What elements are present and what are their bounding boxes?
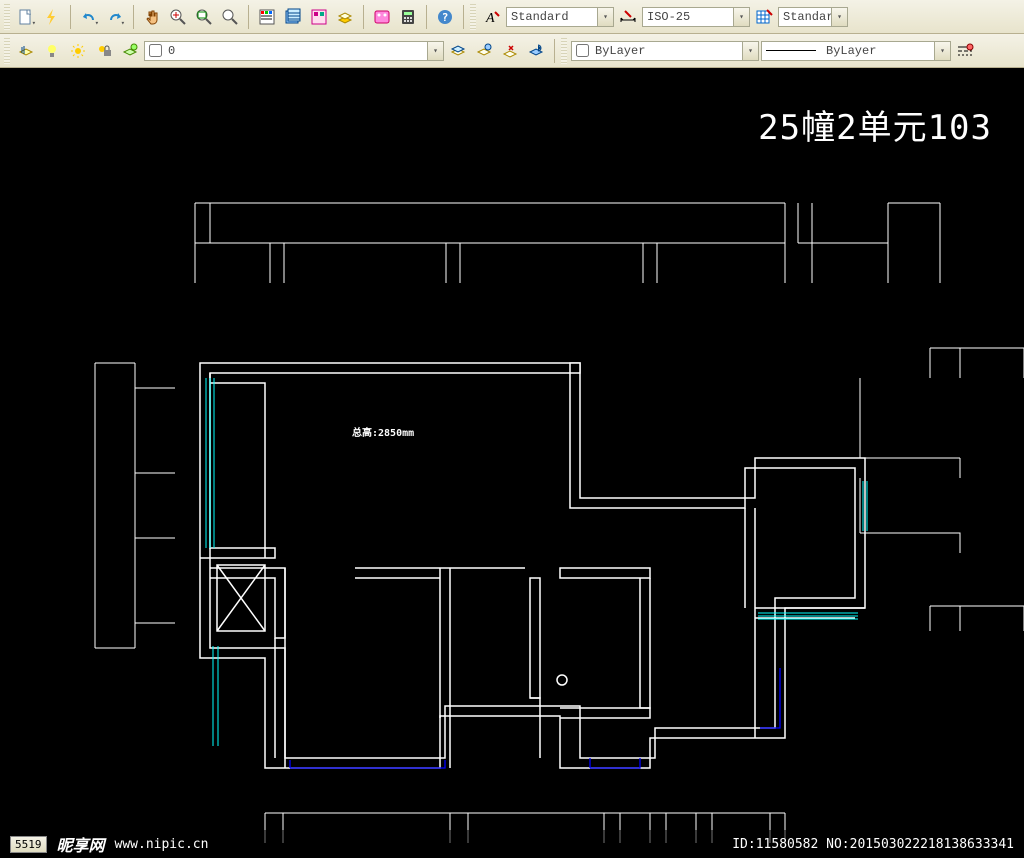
lineweight-value: ByLayer [826,44,876,58]
lineweight-preview-icon [766,50,816,51]
footer-bar: 5519 昵享网 www.nipic.cn ID:11580582 NO:201… [0,830,1024,858]
dim-style-combo[interactable]: ISO-25 ▾ [642,7,750,27]
undo-button[interactable] [77,5,101,29]
light-on-icon[interactable] [40,39,64,63]
design-center-button[interactable] [370,5,394,29]
dropdown-arrow-icon[interactable]: ▾ [831,8,847,26]
zoom-extents-button[interactable] [192,5,216,29]
properties-palette-button[interactable] [255,5,279,29]
redo-button[interactable] [103,5,127,29]
toolbar-row-1: ? A Standard ▾ ISO-25 ▾ Standar ▾ [0,0,1024,34]
text-style-icon[interactable]: A [480,5,504,29]
dropdown-arrow-icon[interactable]: ▾ [427,42,443,60]
brand-label: 昵享网 [57,832,105,856]
floorplan-svg [0,68,1024,858]
linetype-manager-button[interactable] [953,39,977,63]
sun-icon[interactable] [66,39,90,63]
layer-isolate-button[interactable] [118,39,142,63]
sheet-set-button[interactable] [281,5,305,29]
layer-previous-button[interactable] [472,39,496,63]
new-file-button[interactable] [14,5,38,29]
brand-url: www.nipic.cn [115,837,209,852]
layer-palette-button[interactable] [333,5,357,29]
dim-style-value: ISO-25 [647,10,690,24]
linetype-value: ByLayer [595,44,645,58]
toolbar-grip[interactable] [4,38,10,64]
pan-button[interactable] [140,5,164,29]
dropdown-arrow-icon[interactable]: ▾ [733,8,749,26]
lightning-button[interactable] [40,5,64,29]
toolbar-row-2: 0 ▾ ByLayer ▾ ByLayer ▾ [0,34,1024,68]
color-checkbox[interactable] [576,44,589,57]
svg-text:?: ? [442,11,449,24]
image-id-label: ID:11580582 NO:201503022218138633341 [732,837,1014,852]
dropdown-arrow-icon[interactable]: ▾ [934,42,950,60]
layer-combo-value: 0 [168,44,175,58]
text-style-combo[interactable]: Standard ▾ [506,7,614,27]
zoom-window-button[interactable] [218,5,242,29]
calculator-button[interactable] [396,5,420,29]
layer-match-button[interactable] [498,39,522,63]
layer-filter-button[interactable] [14,39,38,63]
layer-lock-icon[interactable] [92,39,116,63]
dropdown-arrow-icon[interactable]: ▾ [742,42,758,60]
table-style-combo[interactable]: Standar ▾ [778,7,848,27]
svg-text:A: A [485,11,495,26]
lineweight-combo[interactable]: ByLayer ▾ [761,41,951,61]
layer-off-button[interactable] [524,39,548,63]
drawing-canvas[interactable]: 25幢2单元103 总高:2850mm [0,68,1024,858]
text-style-value: Standard [511,10,569,24]
dim-style-icon[interactable] [616,5,640,29]
help-button[interactable]: ? [433,5,457,29]
zoom-in-button[interactable] [166,5,190,29]
linetype-combo[interactable]: ByLayer ▾ [571,41,759,61]
toolbar-grip[interactable] [4,4,10,30]
layer-color-checkbox[interactable] [149,44,162,57]
tool-palettes-button[interactable] [307,5,331,29]
layer-states-button[interactable] [446,39,470,63]
toolbar-grip[interactable] [561,38,567,64]
table-style-icon[interactable] [752,5,776,29]
dropdown-arrow-icon[interactable]: ▾ [597,8,613,26]
layer-combo[interactable]: 0 ▾ [144,41,444,61]
table-style-value: Standar [783,10,833,24]
coord-readout: 5519 [10,836,47,853]
toolbar-grip[interactable] [470,4,476,30]
